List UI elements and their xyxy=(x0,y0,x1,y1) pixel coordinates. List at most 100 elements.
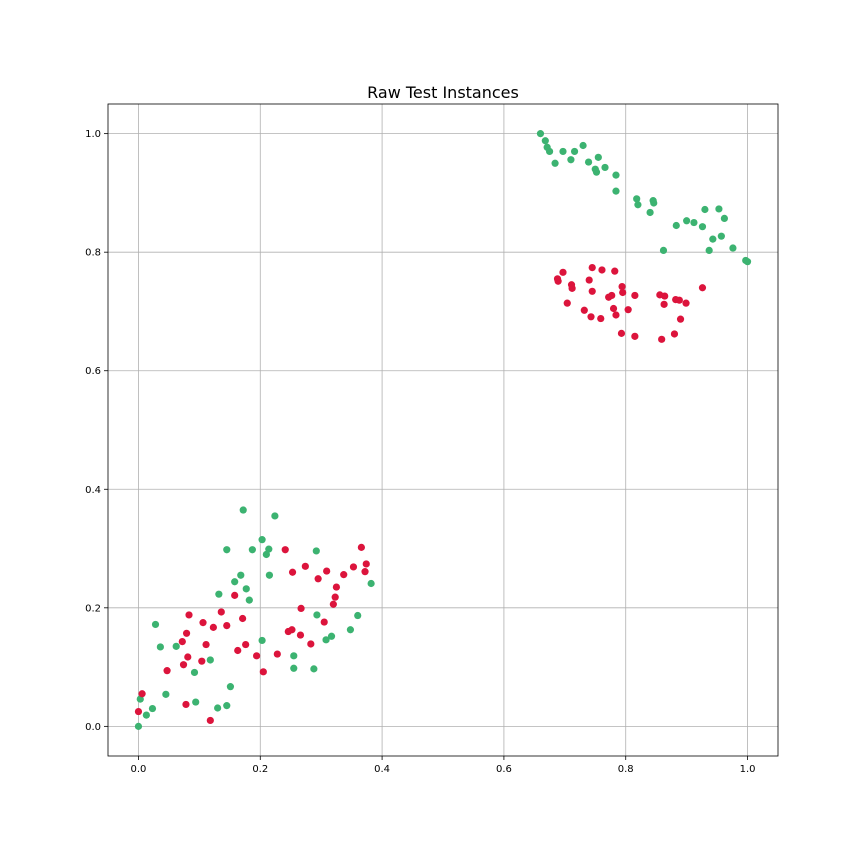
data-point xyxy=(182,700,190,709)
data-point xyxy=(259,668,267,676)
data-point xyxy=(545,147,554,156)
data-point xyxy=(619,288,627,297)
data-point xyxy=(541,137,549,145)
y-tick-label: 1.0 xyxy=(85,129,101,140)
data-point xyxy=(223,622,231,630)
data-point xyxy=(297,604,305,613)
data-point xyxy=(185,611,193,619)
data-point xyxy=(609,304,618,313)
data-point xyxy=(608,291,616,300)
data-point xyxy=(658,335,666,343)
data-point xyxy=(588,263,596,272)
data-point xyxy=(551,159,559,167)
data-point xyxy=(290,652,298,660)
data-point xyxy=(646,208,654,217)
data-point xyxy=(192,698,200,706)
x-tick-label: 1.0 xyxy=(740,764,756,775)
data-point xyxy=(288,626,296,634)
data-point xyxy=(554,277,562,285)
x-tick-label: 0.2 xyxy=(252,764,268,775)
data-point xyxy=(624,306,632,314)
data-point xyxy=(288,568,297,576)
y-tick-label: 0.4 xyxy=(85,485,101,496)
data-point xyxy=(367,579,375,588)
data-point xyxy=(631,332,639,340)
data-point xyxy=(720,214,729,222)
y-tick-label: 0.8 xyxy=(85,248,101,259)
axis-ticks: 0.0 0.2 0.4 0.6 0.8 1.0 0.0 0.2 0.4 0.6 0.8 1.0 xyxy=(85,129,755,775)
data-point xyxy=(612,171,620,179)
data-point xyxy=(559,147,567,156)
data-point xyxy=(142,711,150,719)
data-point xyxy=(258,536,266,544)
data-point xyxy=(172,642,180,650)
data-point xyxy=(332,583,341,591)
data-point xyxy=(701,205,709,214)
data-point xyxy=(265,571,274,579)
data-point xyxy=(536,130,545,138)
data-point xyxy=(346,626,355,634)
x-tick-label: 0.6 xyxy=(496,764,512,775)
data-point xyxy=(618,282,626,291)
data-point xyxy=(717,232,725,240)
data-point xyxy=(237,571,245,579)
data-point xyxy=(248,546,256,554)
data-point xyxy=(223,546,231,554)
data-point xyxy=(215,590,223,598)
data-point xyxy=(660,300,668,308)
data-point xyxy=(245,596,253,604)
x-tick-label: 0.0 xyxy=(131,764,147,775)
data-point xyxy=(253,652,261,660)
data-point xyxy=(659,246,668,255)
data-point xyxy=(579,141,587,150)
data-point xyxy=(617,329,626,337)
data-point xyxy=(198,657,206,665)
data-point xyxy=(612,311,620,319)
data-point xyxy=(650,199,658,207)
data-point xyxy=(239,614,247,623)
data-point xyxy=(743,258,752,266)
data-point xyxy=(281,546,289,554)
data-point xyxy=(563,299,571,307)
data-point xyxy=(206,656,214,664)
data-point xyxy=(313,611,321,619)
grid xyxy=(108,104,778,756)
data-point xyxy=(715,205,723,213)
y-tick-label: 0.6 xyxy=(85,366,101,377)
data-point xyxy=(675,296,683,304)
data-point xyxy=(242,585,250,593)
data-point xyxy=(202,640,210,649)
data-point xyxy=(567,156,575,164)
data-point xyxy=(672,221,680,230)
data-point xyxy=(611,267,619,275)
data-point xyxy=(307,640,315,648)
data-point xyxy=(156,643,164,651)
data-point xyxy=(331,593,339,601)
x-tick-label: 0.4 xyxy=(374,764,390,775)
data-point xyxy=(698,223,707,231)
data-point xyxy=(601,163,609,172)
data-point xyxy=(361,568,369,576)
data-point xyxy=(362,560,370,568)
y-tick-label: 0.0 xyxy=(85,722,101,733)
data-point xyxy=(163,667,171,675)
data-point xyxy=(340,571,348,579)
data-point xyxy=(587,313,595,321)
data-point xyxy=(271,512,279,520)
data-point xyxy=(162,690,170,698)
data-point xyxy=(676,315,685,323)
data-point xyxy=(349,563,358,571)
data-point xyxy=(320,618,328,626)
data-point xyxy=(329,600,337,608)
data-point xyxy=(190,668,199,677)
data-point xyxy=(323,567,331,575)
data-point xyxy=(592,168,601,176)
data-point xyxy=(265,545,273,553)
data-point xyxy=(314,575,322,583)
axes-frame xyxy=(107,103,779,757)
data-point xyxy=(178,638,186,646)
data-point xyxy=(594,153,602,161)
data-point xyxy=(239,506,247,514)
